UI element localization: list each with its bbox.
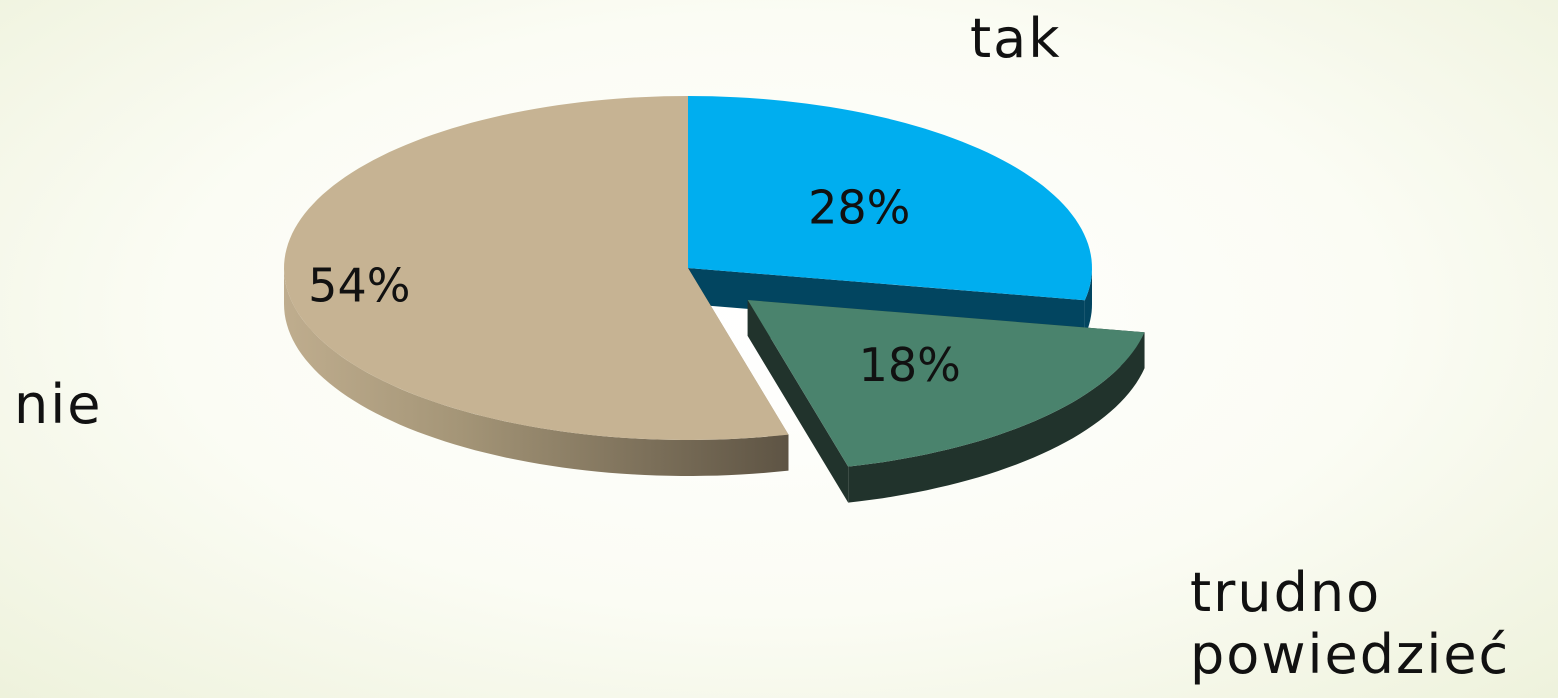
- slice-top-2: [284, 96, 789, 440]
- slice-rim-2-0: [284, 268, 789, 476]
- slice-rim-0-0: [1084, 268, 1092, 337]
- value-label-0: 28%: [808, 181, 910, 235]
- label-trudno-line1: trudno: [1190, 561, 1382, 624]
- label-trudno-line2: powiedzieć: [1190, 623, 1511, 686]
- slice-top-0: [688, 96, 1092, 301]
- slice-wall-0-1: [688, 268, 1085, 337]
- slice-top-1: [747, 300, 1145, 467]
- value-label-1: 18%: [859, 338, 961, 392]
- pie-tops: [284, 96, 1145, 467]
- slice-rim-1-0: [848, 332, 1145, 503]
- label-nie: nie: [14, 373, 103, 436]
- pie-value-labels: 28% 18% 54%: [308, 181, 961, 392]
- slice-wall-1-1: [747, 300, 849, 503]
- label-trudno-powiedziec: trudno powiedzieć: [1190, 562, 1510, 686]
- value-label-2: 54%: [308, 259, 410, 313]
- label-tak: tak: [970, 7, 1062, 70]
